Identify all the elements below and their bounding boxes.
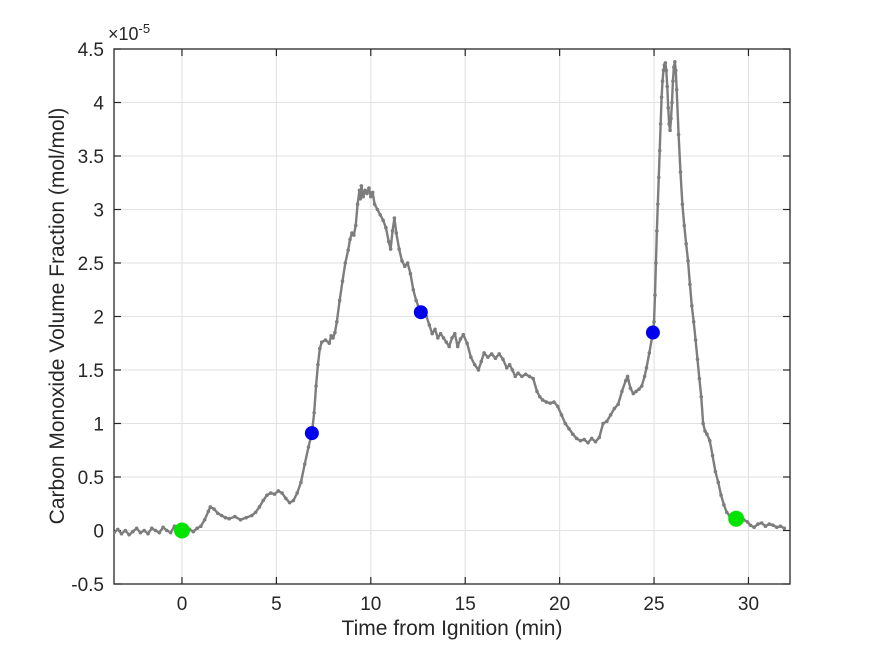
y-tick-label-1: 1	[93, 415, 104, 436]
x-tick-label-0: 0	[177, 594, 188, 615]
x-tick-label-30: 30	[738, 594, 759, 615]
y-tick-label-4: 4	[93, 94, 104, 115]
co-series-point-markers	[113, 60, 787, 537]
y-tick-label-1.5: 1.5	[78, 361, 104, 382]
blue-marker-1	[304, 426, 319, 441]
x-tick-label-25: 25	[643, 594, 664, 615]
green-marker-end	[728, 510, 745, 527]
x-tick-label-5: 5	[271, 594, 282, 615]
y-tick-label-0.5: 0.5	[78, 468, 104, 489]
y-axis-exponent-label: ×10-5	[108, 21, 151, 45]
y-axis-exponent-power: -5	[138, 21, 151, 36]
co-series-line	[113, 60, 786, 536]
y-axis-label: Carbon Monoxide Volume Fraction (mol/mol…	[46, 107, 69, 525]
y-axis-exponent-base: ×10	[108, 24, 139, 44]
blue-marker-3	[645, 325, 660, 340]
green-marker-start	[173, 522, 190, 539]
y-tick-label-0: 0	[93, 522, 104, 543]
y-tick-label-4.5: 4.5	[78, 40, 104, 61]
x-axis-label: Time from Ignition (min)	[341, 617, 563, 640]
y-tick-label-3: 3	[93, 201, 104, 222]
y-tick-label--0.5: -0.5	[71, 575, 104, 596]
y-tick-label-2: 2	[93, 308, 104, 329]
x-tick-label-15: 15	[455, 594, 476, 615]
y-tick-label-3.5: 3.5	[78, 147, 104, 168]
y-tick-label-2.5: 2.5	[78, 254, 104, 275]
plot-box	[113, 48, 791, 585]
x-tick-label-10: 10	[360, 594, 381, 615]
blue-marker-2	[413, 305, 428, 320]
x-tick-label-20: 20	[549, 594, 570, 615]
